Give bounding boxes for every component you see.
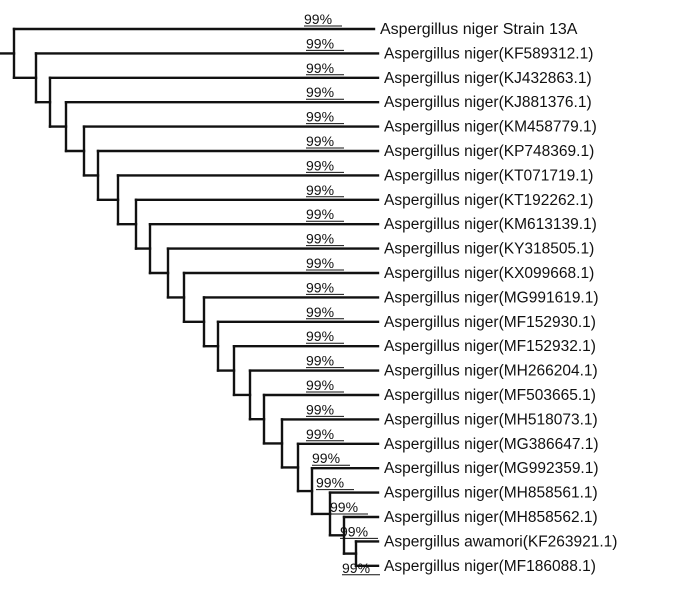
taxon-label: Aspergillus niger(MF186088.1) [384,558,596,575]
taxon-label: Aspergillus niger(KX099668.1) [384,265,594,282]
support-values: 99% 99% 99% 99% 99% 99% 99% 99% 99% 99% 99% 99% 99% 9… [304,11,380,576]
taxon-label: Aspergillus niger(KJ881376.1) [384,94,592,111]
taxon-label: Aspergillus niger(MH858561.1) [384,485,598,502]
taxon-label: Aspergillus niger(MG386647.1) [384,436,599,453]
support-value-label: 99% [306,182,334,198]
taxon-label: Aspergillus niger(MH858562.1) [384,509,598,526]
taxon-label: Aspergillus niger(KT192262.1) [384,192,593,209]
support-value-label: 99% [306,328,334,344]
taxon-label: Aspergillus niger(MG992359.1) [384,460,599,477]
support-value-label: 99% [306,426,334,442]
support-value-label: 99% [306,60,334,76]
taxon-label: Aspergillus niger(MF152930.1) [384,314,596,331]
support-value-label: 99% [306,206,334,222]
support-value-label: 99% [330,499,358,515]
support-value-label: 99% [304,11,332,27]
support-value-label: 99% [306,133,334,149]
taxon-label: Aspergillus niger(MH266204.1) [384,363,598,380]
support-value-label: 99% [306,84,334,100]
support-value-label: 99% [306,377,334,393]
support-value-label: 99% [306,401,334,417]
taxon-label: Aspergillus niger(KM458779.1) [384,119,597,136]
support-value-label: 99% [316,475,344,491]
taxon-label: Aspergillus niger(MH518073.1) [384,411,598,428]
taxon-labels: Aspergillus niger Strain 13A Aspergillus … [380,21,617,575]
taxon-label: Aspergillus niger(MF152932.1) [384,338,596,355]
taxon-label: Aspergillus niger(KM613139.1) [384,216,597,233]
support-value-label: 99% [342,560,370,576]
support-value-label: 99% [306,353,334,369]
support-value-label: 99% [306,304,334,320]
taxon-label: Aspergillus niger(MF503665.1) [384,387,596,404]
taxon-label: Aspergillus niger Strain 13A [380,21,578,38]
taxon-label: Aspergillus niger(KJ432863.1) [384,70,592,87]
tree-branches [0,27,380,567]
taxon-label: Aspergillus niger(KT071719.1) [384,167,593,184]
support-value-label: 99% [306,279,334,295]
support-value-label: 99% [306,35,334,51]
support-value-label: 99% [306,109,334,125]
support-value-label: 99% [306,231,334,247]
taxon-label: Aspergillus niger(KF589312.1) [384,45,593,62]
support-value-label: 99% [340,523,368,539]
taxon-label: Aspergillus niger(KP748369.1) [384,143,594,160]
support-value-label: 99% [306,157,334,173]
taxon-label: Aspergillus niger(MG991619.1) [384,289,599,306]
taxon-label: Aspergillus niger(KY318505.1) [384,241,594,258]
support-value-label: 99% [312,450,340,466]
taxon-label: Aspergillus awamori(KF263921.1) [384,533,617,550]
support-value-label: 99% [306,255,334,271]
